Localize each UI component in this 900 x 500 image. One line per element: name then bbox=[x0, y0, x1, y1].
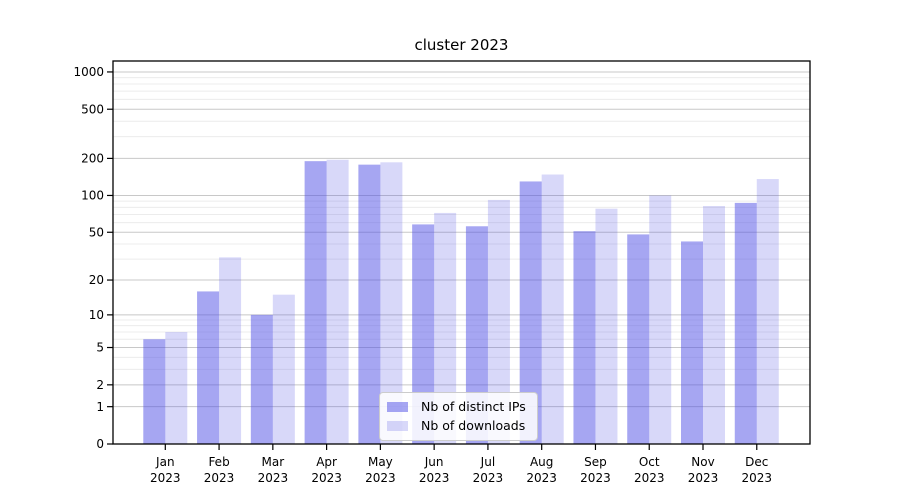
bar-downloads-oct bbox=[649, 195, 672, 444]
bar-downloads-feb bbox=[219, 257, 242, 444]
bar-distinct-ips-oct bbox=[627, 234, 650, 444]
bar-downloads-nov bbox=[703, 206, 725, 444]
x-tick-label: Nov 2023 bbox=[688, 455, 719, 485]
legend-item-downloads: Nb of downloads bbox=[387, 418, 526, 434]
x-tick-label: Oct 2023 bbox=[634, 455, 665, 485]
y-tick-label: 20 bbox=[89, 273, 104, 287]
x-tick-label: Aug 2023 bbox=[526, 455, 557, 485]
bar-downloads-mar bbox=[272, 294, 295, 444]
x-tick-label: Jan 2023 bbox=[150, 455, 181, 485]
bar-distinct-ips-sep bbox=[573, 231, 596, 444]
bar-downloads-dec bbox=[756, 179, 779, 445]
y-tick-label: 2 bbox=[96, 378, 104, 392]
bar-downloads-aug bbox=[541, 174, 564, 444]
y-tick-label: 200 bbox=[81, 152, 104, 166]
y-tick-label: 1 bbox=[96, 400, 104, 414]
legend-label-distinct-ips: Nb of distinct IPs bbox=[421, 399, 526, 414]
x-tick-label: Dec 2023 bbox=[741, 455, 772, 485]
y-tick-label: 1000 bbox=[73, 65, 104, 79]
legend-item-distinct-ips: Nb of distinct IPs bbox=[387, 399, 526, 415]
legend-swatch-downloads bbox=[387, 421, 408, 431]
bar-downloads-jan bbox=[165, 332, 188, 444]
bar-downloads-sep bbox=[595, 208, 618, 444]
legend: Nb of distinct IPs Nb of downloads bbox=[379, 392, 538, 441]
y-tick-label: 500 bbox=[81, 102, 104, 116]
bar-downloads-apr bbox=[326, 159, 349, 444]
legend-swatch-distinct-ips bbox=[387, 402, 408, 412]
bar-distinct-ips-apr bbox=[304, 161, 327, 444]
bar-distinct-ips-jul bbox=[465, 226, 488, 444]
bar-distinct-ips-dec bbox=[734, 202, 757, 444]
legend-label-downloads: Nb of downloads bbox=[421, 418, 526, 433]
bar-distinct-ips-nov bbox=[681, 241, 703, 444]
bar-downloads-may bbox=[380, 162, 403, 445]
bar-distinct-ips-aug bbox=[519, 181, 542, 444]
x-tick-label: May 2023 bbox=[365, 455, 396, 485]
bar-downloads-jun bbox=[434, 212, 457, 444]
bar-distinct-ips-feb bbox=[197, 291, 220, 444]
bar-distinct-ips-mar bbox=[250, 314, 273, 444]
y-tick-label: 10 bbox=[89, 308, 104, 322]
bar-distinct-ips-may bbox=[358, 164, 381, 444]
y-tick-label: 0 bbox=[96, 437, 104, 451]
y-tick-label: 5 bbox=[96, 341, 104, 355]
bar-distinct-ips-jun bbox=[412, 224, 435, 444]
x-tick-label: Sep 2023 bbox=[580, 455, 611, 485]
y-tick-label: 100 bbox=[81, 189, 104, 203]
chart-title: cluster 2023 bbox=[414, 36, 509, 54]
bar-distinct-ips-jan bbox=[143, 339, 166, 444]
plot-frame bbox=[112, 60, 811, 445]
x-tick-label: Mar 2023 bbox=[258, 455, 289, 485]
x-tick-label: Jul 2023 bbox=[473, 455, 504, 485]
y-tick-label: 50 bbox=[89, 225, 104, 239]
x-tick-label: Jun 2023 bbox=[419, 455, 450, 485]
bar-downloads-jul bbox=[487, 199, 510, 444]
x-tick-label: Apr 2023 bbox=[311, 455, 342, 485]
x-tick-label: Feb 2023 bbox=[204, 455, 235, 485]
